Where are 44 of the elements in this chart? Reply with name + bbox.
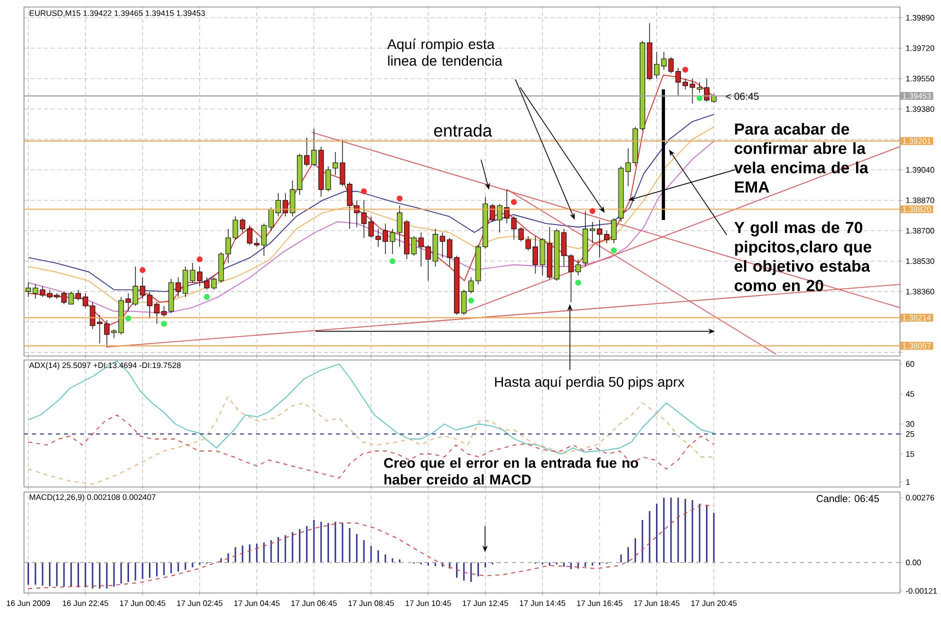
x-tick-label: 17 Jun 20:45 (691, 600, 737, 606)
y-tick-label: 1.38870 (906, 197, 934, 204)
x-tick-label: 17 Jun 14:45 (520, 600, 566, 606)
ref-line-label: 1.39201 (902, 138, 931, 144)
x-tick-label: 16 Jun 22:45 (62, 600, 108, 606)
y-tick-label: 30 (906, 421, 914, 427)
x-tick-label: 17 Jun 02:45 (177, 600, 222, 606)
annotation: entrada (434, 124, 492, 137)
y-tick-label: 60 (906, 361, 914, 367)
annotation: < 06:45 (726, 92, 759, 100)
y-tick-label: 1.38530 (906, 258, 934, 264)
ref-line-label: 1.39453 (902, 93, 931, 99)
x-tick-label: 17 Jun 10:45 (406, 600, 451, 606)
y-tick-label: 1.39550 (906, 76, 934, 82)
y-tick-label: 1 (906, 479, 910, 485)
x-tick-label: 16 Jun 2009 (6, 600, 50, 606)
y-tick-label: 1.38360 (906, 288, 934, 294)
x-tick-label: 17 Jun 04:45 (234, 600, 280, 606)
y-tick-label: 15 (906, 451, 914, 457)
x-tick-label: 17 Jun 00:45 (120, 600, 166, 606)
y-tick-label: 0.00 (906, 560, 921, 566)
y-tick-label: 1.38700 (906, 228, 934, 234)
y-tick-label: 1.39720 (906, 45, 934, 52)
x-tick-label: 17 Jun 16:45 (577, 600, 622, 606)
annotation: Creo que el error en la entrada fue no haber creido al MACD (384, 458, 638, 485)
y-tick-label: 45 (906, 391, 914, 397)
y-tick-label: 1.39890 (906, 14, 934, 21)
chart-title: MACD(12,26,9) 0.002108 0.002407 (30, 494, 156, 502)
annotation: Aquí rompio esta linea de tendencia (387, 38, 502, 66)
chart-title: EURUSD,M15 1.39422 1.39465 1.39415 1.39453 (30, 10, 205, 17)
ref-line-label: 1.38820 (902, 206, 931, 212)
y-tick-label: 1.39380 (906, 106, 934, 112)
y-tick-label: 25 (906, 431, 914, 437)
x-tick-label: 17 Jun 06:45 (291, 600, 337, 606)
x-tick-label: 17 Jun 08:45 (348, 600, 394, 606)
x-tick-label: 17 Jun 18:45 (634, 600, 680, 606)
y-tick-label: -0.00121 (906, 588, 937, 594)
ref-line-label: 1.38057 (902, 342, 931, 349)
annotation: Candle: 06:45 (816, 494, 879, 502)
x-tick-label: 17 Jun 12:45 (462, 600, 508, 606)
annotation: Hasta aquí perdia 50 pips aprx (495, 376, 684, 390)
y-tick-label: 1.39040 (906, 167, 934, 173)
ref-line-label: 1.38214 (902, 314, 931, 321)
y-tick-label: 0.00276 (906, 494, 934, 500)
